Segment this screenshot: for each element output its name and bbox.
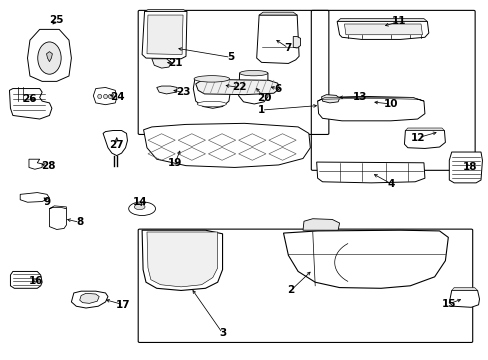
Text: 22: 22 (232, 82, 246, 93)
Text: 26: 26 (21, 94, 36, 104)
Text: 10: 10 (383, 99, 397, 109)
Polygon shape (283, 230, 447, 288)
Polygon shape (238, 73, 267, 104)
Polygon shape (142, 12, 186, 59)
Ellipse shape (197, 101, 226, 107)
Polygon shape (147, 232, 217, 287)
Text: 11: 11 (391, 17, 406, 27)
Polygon shape (336, 19, 427, 22)
Polygon shape (80, 293, 99, 303)
Polygon shape (157, 86, 177, 94)
Text: 13: 13 (352, 92, 367, 102)
Text: 6: 6 (273, 84, 281, 94)
Text: 20: 20 (256, 93, 271, 103)
Polygon shape (49, 207, 66, 229)
Polygon shape (49, 206, 66, 209)
Text: 16: 16 (29, 276, 43, 286)
Text: 5: 5 (227, 52, 234, 62)
Polygon shape (27, 30, 71, 81)
Text: 23: 23 (176, 87, 190, 98)
Polygon shape (152, 59, 171, 68)
Polygon shape (256, 15, 299, 63)
Ellipse shape (239, 71, 267, 76)
Polygon shape (317, 98, 423, 101)
Polygon shape (93, 87, 117, 105)
Text: 17: 17 (116, 300, 131, 310)
Text: 21: 21 (168, 58, 182, 68)
Polygon shape (448, 152, 482, 183)
Polygon shape (451, 288, 477, 291)
Text: 14: 14 (132, 197, 147, 207)
Polygon shape (29, 159, 42, 169)
Polygon shape (46, 51, 52, 62)
Text: 4: 4 (386, 179, 394, 189)
Ellipse shape (38, 42, 61, 74)
Polygon shape (293, 37, 300, 48)
Text: 2: 2 (286, 285, 294, 296)
Polygon shape (103, 131, 127, 156)
Text: 3: 3 (219, 328, 226, 338)
Polygon shape (336, 22, 428, 40)
Text: 15: 15 (441, 299, 456, 309)
Ellipse shape (128, 202, 155, 216)
Polygon shape (321, 95, 339, 103)
Polygon shape (404, 131, 445, 148)
Polygon shape (344, 24, 422, 35)
Text: 28: 28 (41, 161, 56, 171)
Polygon shape (259, 12, 297, 15)
Polygon shape (10, 271, 42, 288)
Polygon shape (20, 193, 49, 202)
Polygon shape (303, 219, 339, 230)
Text: 18: 18 (462, 162, 476, 172)
Text: 12: 12 (410, 133, 425, 143)
Polygon shape (144, 10, 186, 12)
Text: 7: 7 (284, 43, 291, 53)
Polygon shape (142, 230, 222, 291)
Polygon shape (147, 15, 183, 54)
Text: 9: 9 (43, 197, 50, 207)
Ellipse shape (108, 94, 112, 99)
Text: 27: 27 (109, 140, 124, 150)
Polygon shape (143, 123, 310, 167)
Text: 1: 1 (257, 105, 264, 115)
Text: 24: 24 (110, 92, 125, 102)
Text: 25: 25 (49, 15, 64, 25)
Polygon shape (195, 80, 279, 95)
Text: 8: 8 (76, 217, 83, 227)
Text: 19: 19 (168, 158, 182, 168)
Ellipse shape (194, 76, 229, 82)
Polygon shape (448, 291, 479, 307)
Ellipse shape (134, 204, 145, 210)
Polygon shape (405, 128, 444, 131)
Polygon shape (193, 77, 230, 108)
Polygon shape (316, 162, 424, 183)
Ellipse shape (103, 94, 107, 99)
Polygon shape (9, 89, 52, 119)
Ellipse shape (98, 94, 102, 99)
Polygon shape (71, 291, 108, 308)
Polygon shape (317, 96, 424, 121)
